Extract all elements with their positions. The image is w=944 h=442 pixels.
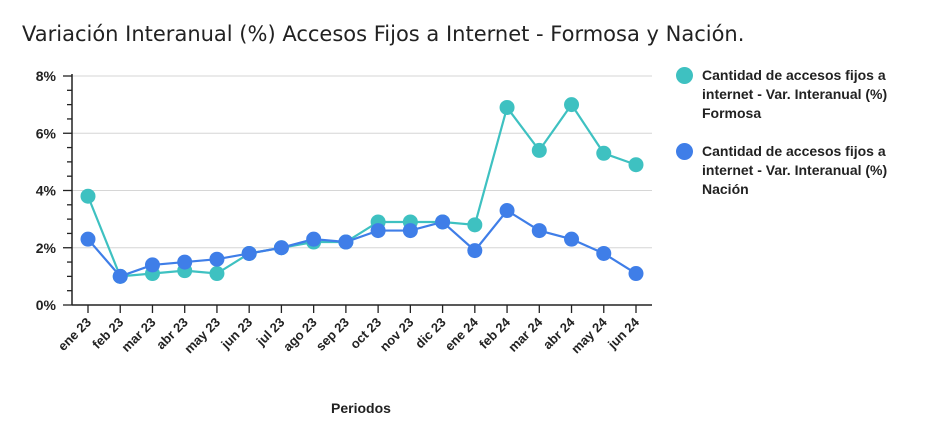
data-point-0 — [80, 188, 96, 204]
x-tick-label: jun 24 — [604, 314, 642, 352]
data-point-1 — [596, 245, 612, 261]
data-point-0 — [531, 142, 547, 158]
x-tick-label: ago 23 — [280, 315, 320, 355]
data-point-1 — [80, 231, 96, 247]
y-tick-label: 0% — [36, 297, 57, 313]
legend-label-nacion: Cantidad de accesos fijos a internet - V… — [702, 143, 888, 197]
data-point-0 — [628, 157, 644, 173]
data-point-1 — [273, 240, 289, 256]
data-point-1 — [628, 266, 644, 282]
data-point-1 — [435, 214, 451, 230]
data-point-1 — [370, 223, 386, 239]
legend-marker-formosa — [676, 67, 693, 84]
x-tick-label: sep 23 — [313, 315, 352, 354]
data-point-1 — [112, 268, 128, 284]
x-tick-label: mar 23 — [118, 315, 158, 355]
data-point-0 — [467, 217, 483, 233]
x-tick-label: may 23 — [181, 315, 223, 357]
x-tick-label: mar 24 — [505, 314, 546, 355]
x-tick-label: ene 23 — [55, 315, 94, 354]
data-point-1 — [499, 203, 515, 219]
x-axis-title: Periodos — [331, 400, 391, 416]
x-tick-label: nov 23 — [377, 315, 417, 355]
y-tick-label: 2% — [36, 240, 57, 256]
legend-label-formosa: Cantidad de accesos fijos a internet - V… — [702, 67, 888, 121]
data-point-1 — [306, 231, 322, 247]
data-point-0 — [596, 145, 612, 161]
data-point-1 — [402, 223, 418, 239]
data-point-1 — [467, 243, 483, 259]
data-point-0 — [209, 266, 225, 282]
chart-title: Variación Interanual (%) Accesos Fijos a… — [22, 22, 745, 46]
x-tick-label: ene 24 — [442, 314, 482, 354]
data-point-1 — [144, 257, 160, 273]
data-point-0 — [499, 99, 515, 115]
y-tick-label: 4% — [36, 183, 57, 199]
y-tick-label: 8% — [36, 68, 57, 84]
y-tick-label: 6% — [36, 125, 57, 141]
data-point-1 — [177, 254, 193, 270]
x-tick-label: may 24 — [568, 314, 610, 356]
series-line-1 — [87, 209, 637, 278]
data-point-1 — [209, 251, 225, 267]
data-point-1 — [241, 245, 257, 261]
data-point-1 — [564, 231, 580, 247]
data-point-1 — [531, 223, 547, 239]
x-tick-label: jun 23 — [217, 315, 255, 353]
legend-marker-nacion — [676, 143, 693, 160]
data-point-1 — [338, 234, 354, 250]
data-point-0 — [564, 97, 580, 113]
